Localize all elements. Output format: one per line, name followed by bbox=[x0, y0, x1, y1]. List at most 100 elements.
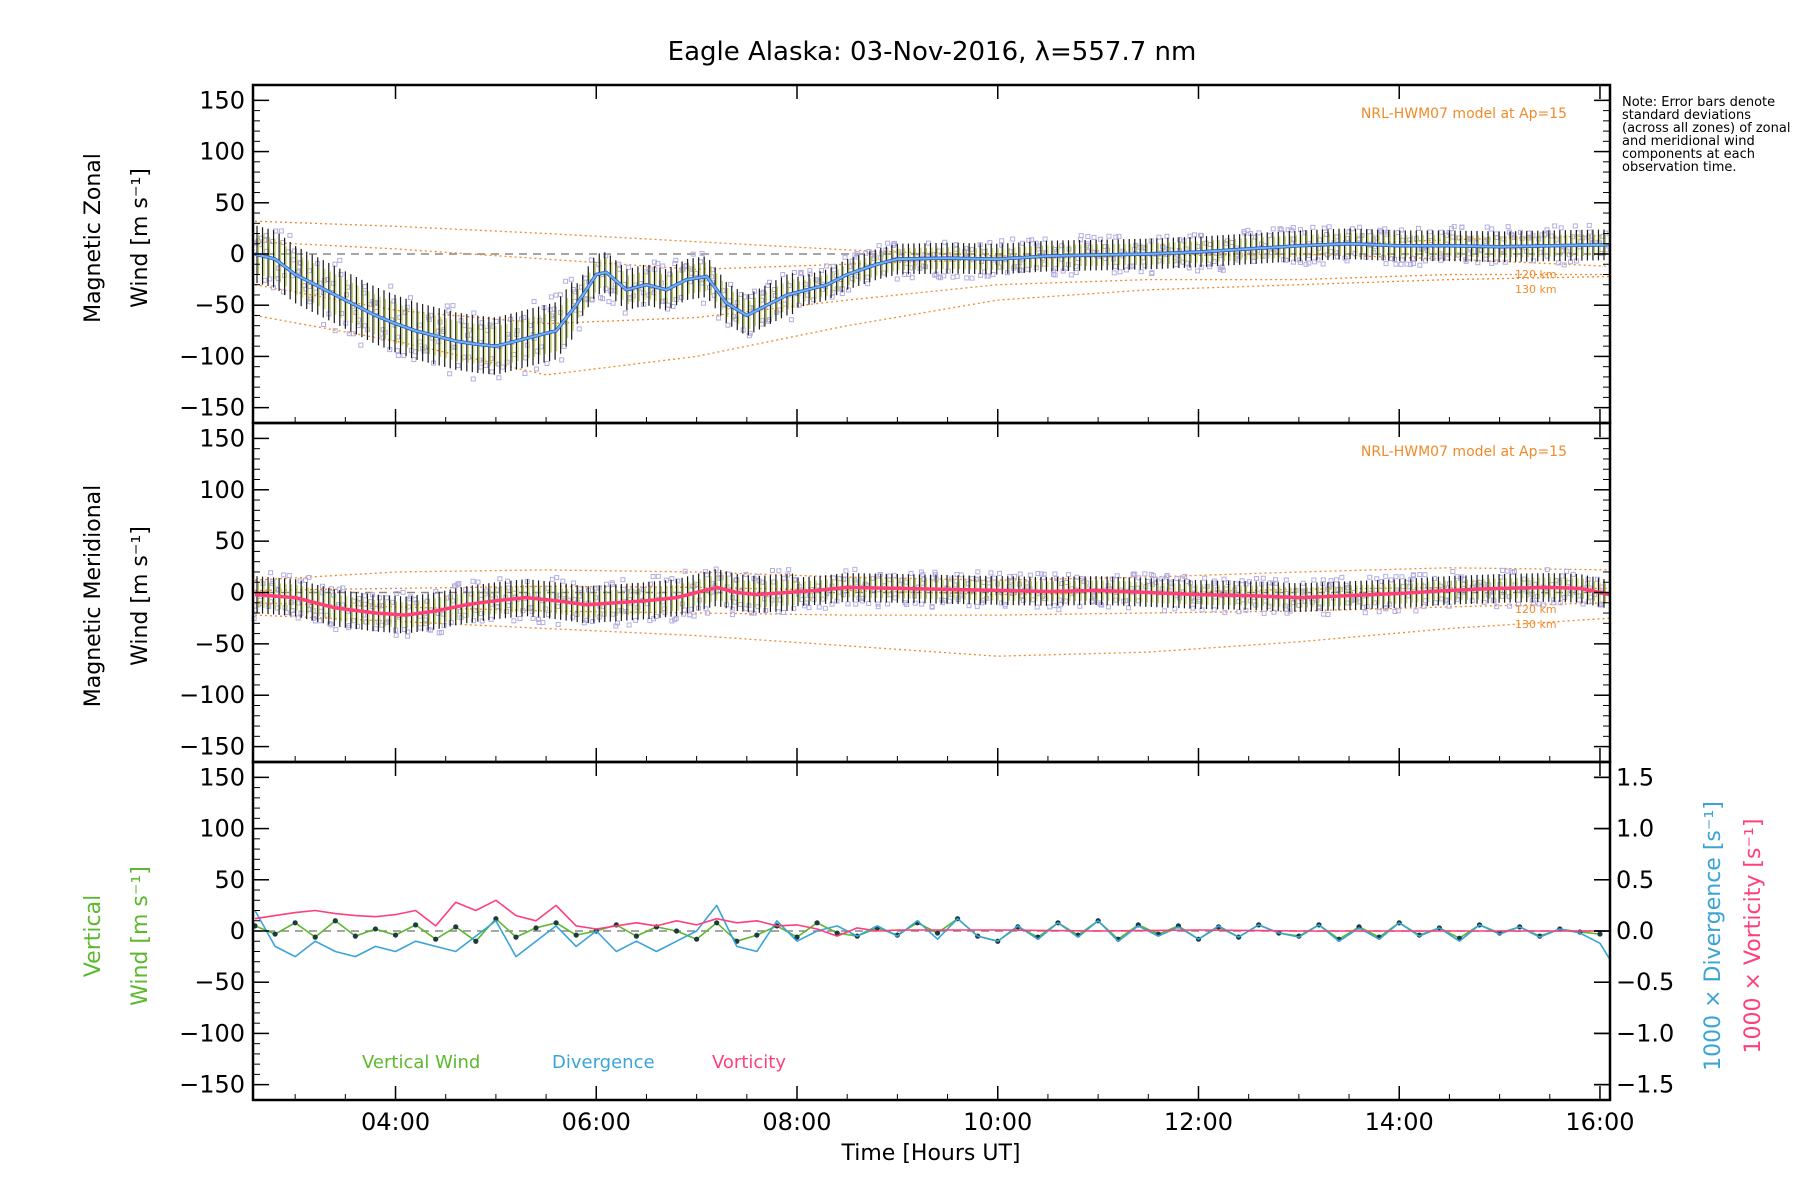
scatter-point bbox=[1530, 258, 1536, 264]
vertical-wind-point bbox=[433, 936, 439, 942]
x-tick-label: 04:00 bbox=[361, 1108, 430, 1136]
vertical-wind-point bbox=[473, 938, 479, 944]
scatter-point bbox=[1059, 580, 1065, 586]
scatter-point bbox=[1252, 234, 1258, 240]
scatter-point bbox=[781, 575, 787, 581]
vertical-wind-point bbox=[673, 928, 680, 934]
scatter-point bbox=[1357, 224, 1363, 230]
scatter-point bbox=[589, 296, 595, 302]
scatter-point bbox=[1393, 261, 1399, 267]
scatter-point bbox=[406, 604, 412, 610]
scatter-point bbox=[303, 577, 309, 583]
scatter-point bbox=[497, 576, 503, 582]
scatter-point bbox=[845, 601, 851, 607]
scatter-point bbox=[1017, 571, 1023, 577]
scatter-point bbox=[767, 279, 773, 285]
scatter-point bbox=[571, 580, 577, 586]
scatter-point bbox=[1325, 612, 1331, 618]
scatter-point bbox=[1399, 257, 1405, 263]
scatter-point bbox=[1164, 572, 1170, 578]
vertical-wind-point bbox=[372, 926, 379, 932]
scatter-point bbox=[999, 238, 1005, 244]
scatter-point bbox=[301, 283, 307, 289]
scatter-point bbox=[616, 261, 622, 267]
scatter-point bbox=[1290, 599, 1296, 605]
scatter-point bbox=[1017, 260, 1023, 266]
scatter-point bbox=[876, 243, 882, 249]
x-axis-label: Time [Hours UT] bbox=[841, 1141, 1021, 1166]
scatter-point bbox=[1219, 264, 1225, 270]
scatter-point bbox=[1142, 263, 1148, 269]
scatter-point bbox=[1019, 593, 1025, 599]
scatter-point bbox=[1460, 581, 1466, 587]
scatter-point bbox=[320, 583, 326, 589]
scatter-point bbox=[555, 603, 561, 609]
scatter-point bbox=[475, 579, 481, 585]
scatter-point bbox=[1098, 601, 1104, 607]
scatter-point bbox=[975, 569, 981, 575]
divergence-y2label: 1000 × Divergence [s⁻¹] bbox=[1701, 801, 1726, 1071]
scatter-point bbox=[1112, 263, 1118, 269]
scatter-point bbox=[337, 257, 343, 263]
scatter-point bbox=[996, 570, 1002, 576]
scatter-point bbox=[1379, 579, 1385, 585]
scatter-point bbox=[1164, 233, 1170, 239]
scatter-point bbox=[505, 603, 511, 609]
scatter-point bbox=[363, 619, 369, 625]
y2-tick-label: 1.0 bbox=[1616, 815, 1654, 843]
scatter-point bbox=[1506, 229, 1512, 235]
scatter-point bbox=[673, 257, 679, 263]
scatter-point bbox=[1355, 237, 1361, 243]
scatter-point bbox=[554, 575, 560, 581]
scatter-point bbox=[260, 580, 266, 586]
scatter-point bbox=[1548, 233, 1554, 239]
scatter-point bbox=[1066, 572, 1072, 578]
scatter-point bbox=[1329, 581, 1335, 587]
y-tick-label: 150 bbox=[199, 763, 245, 791]
scatter-point bbox=[1016, 581, 1022, 587]
scatter-point bbox=[446, 308, 452, 314]
scatter-point bbox=[866, 600, 872, 606]
scatter-point bbox=[1326, 224, 1332, 230]
scatter-point bbox=[1019, 267, 1025, 273]
scatter-point bbox=[1300, 589, 1306, 595]
scatter-point bbox=[945, 268, 951, 274]
scatter-point bbox=[1415, 225, 1421, 231]
scatter-point bbox=[1586, 222, 1592, 228]
scatter-point bbox=[849, 258, 855, 264]
scatter-point bbox=[600, 296, 606, 302]
scatter-point bbox=[1367, 574, 1373, 580]
scatter-point bbox=[1153, 576, 1159, 582]
scatter-point bbox=[389, 599, 395, 605]
meridional-ylabel-line1: Magnetic Meridional bbox=[81, 485, 106, 707]
scatter-point bbox=[505, 585, 511, 591]
panel-2-data bbox=[252, 899, 1611, 961]
scatter-point bbox=[987, 239, 993, 245]
scatter-point bbox=[1346, 229, 1352, 235]
scatter-point bbox=[576, 326, 582, 332]
scatter-point bbox=[376, 595, 382, 601]
scatter-point bbox=[563, 278, 569, 284]
scatter-point bbox=[798, 271, 804, 277]
scatter-point bbox=[1127, 264, 1133, 270]
scatter-point bbox=[1052, 272, 1058, 278]
scatter-point bbox=[351, 598, 357, 604]
scatter-point bbox=[1383, 261, 1389, 267]
scatter-point bbox=[1438, 257, 1444, 263]
vertical-wind-point bbox=[894, 932, 900, 938]
model-curve bbox=[254, 241, 1611, 271]
scatter-point bbox=[384, 595, 390, 601]
scatter-point bbox=[746, 333, 752, 339]
scatter-point bbox=[1544, 227, 1550, 233]
scatter-point bbox=[690, 251, 696, 257]
scatter-point bbox=[1393, 574, 1399, 580]
scatter-point bbox=[1222, 610, 1228, 616]
scatter-point bbox=[929, 604, 935, 610]
y2-tick-label: −1.0 bbox=[1616, 1019, 1674, 1047]
scatter-point bbox=[1172, 606, 1178, 612]
scatter-point bbox=[1544, 567, 1550, 573]
scatter-point bbox=[1113, 234, 1119, 240]
scatter-point bbox=[1261, 610, 1267, 616]
scatter-point bbox=[682, 568, 688, 574]
scatter-point bbox=[441, 623, 447, 629]
